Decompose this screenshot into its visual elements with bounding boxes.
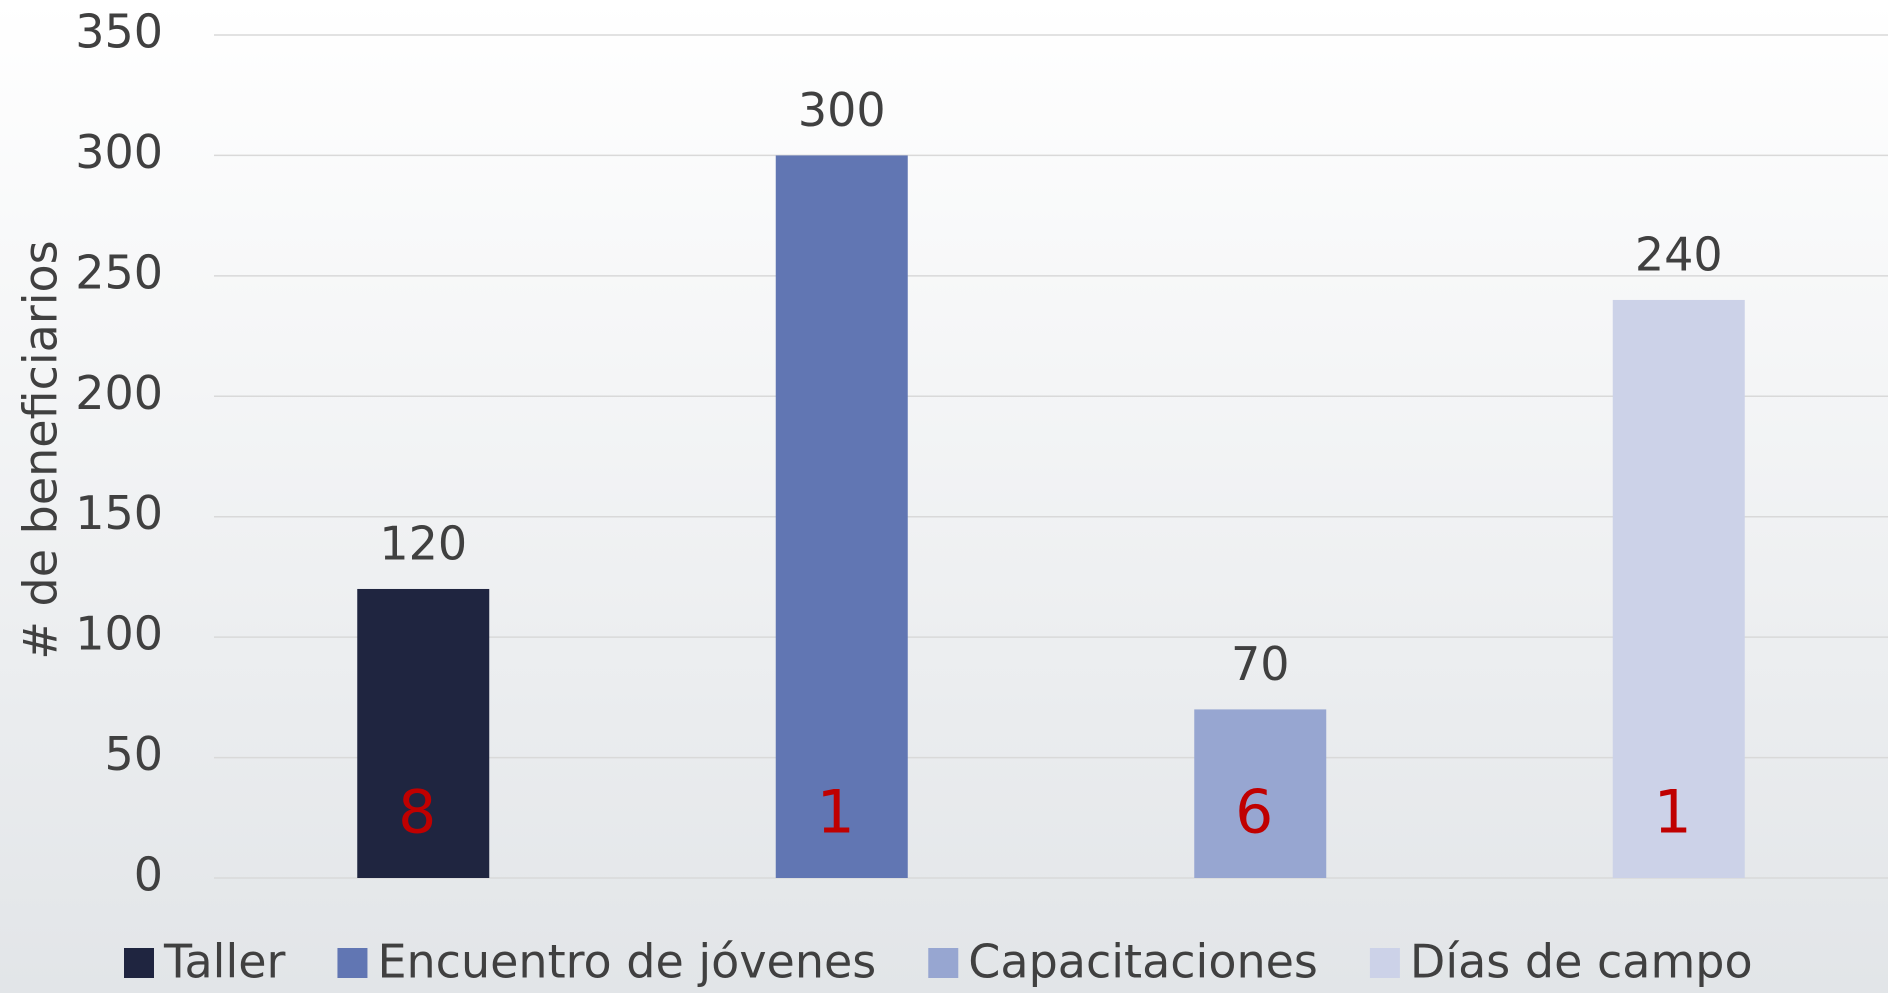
y-tick-label: 200 bbox=[75, 366, 163, 420]
annotation: 1 bbox=[1654, 778, 1692, 848]
legend-swatch bbox=[337, 948, 368, 978]
data-label: 70 bbox=[1231, 637, 1290, 691]
y-tick-label: 100 bbox=[75, 607, 163, 661]
y-axis-label: # de beneficiarios bbox=[14, 240, 68, 659]
annotation: 8 bbox=[398, 778, 436, 848]
data-label: 300 bbox=[798, 83, 886, 137]
bar bbox=[1194, 709, 1327, 878]
legend-label: Capacitaciones bbox=[968, 935, 1318, 989]
data-label: 120 bbox=[379, 516, 467, 570]
legend-label: Taller bbox=[163, 935, 286, 989]
bar bbox=[357, 588, 490, 878]
y-tick-label: 50 bbox=[104, 727, 163, 781]
bar bbox=[1612, 299, 1745, 878]
y-tick-label: 300 bbox=[75, 125, 163, 179]
legend-label: Días de campo bbox=[1410, 935, 1753, 989]
annotation: 6 bbox=[1235, 778, 1273, 848]
legend-swatch bbox=[1369, 948, 1400, 978]
legend-swatch bbox=[124, 948, 154, 978]
bar bbox=[775, 155, 908, 878]
annotation: 1 bbox=[817, 778, 855, 848]
data-label: 240 bbox=[1635, 227, 1723, 281]
y-tick-label: 0 bbox=[134, 848, 163, 902]
legend-label: Encuentro de jóvenes bbox=[377, 935, 876, 989]
y-tick-label: 250 bbox=[75, 245, 163, 299]
y-tick-label: 350 bbox=[75, 5, 163, 59]
y-tick-label: 150 bbox=[75, 486, 163, 540]
legend-swatch bbox=[928, 948, 959, 978]
